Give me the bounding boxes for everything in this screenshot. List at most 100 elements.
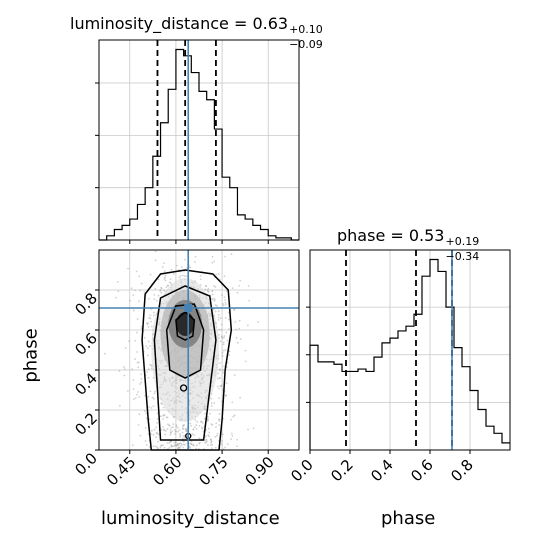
sample-point xyxy=(137,361,140,364)
sample-point xyxy=(182,425,184,428)
sample-point xyxy=(150,367,153,370)
sample-point xyxy=(247,285,250,287)
sample-point xyxy=(160,402,163,405)
sample-point xyxy=(140,377,143,380)
ytick-label-phase: 0.4 xyxy=(71,369,101,399)
sample-point xyxy=(218,362,221,365)
sample-point xyxy=(147,347,149,350)
sample-point xyxy=(143,336,146,339)
sample-point xyxy=(167,284,169,287)
sample-point xyxy=(190,440,193,443)
sample-point xyxy=(219,385,222,387)
sample-point xyxy=(137,366,140,369)
sample-point xyxy=(145,417,148,420)
sample-point xyxy=(131,444,134,447)
sample-point xyxy=(134,289,136,292)
sample-point xyxy=(129,299,131,302)
sample-point xyxy=(179,434,182,437)
sample-point xyxy=(169,433,172,436)
sample-point xyxy=(231,401,234,404)
sample-point xyxy=(157,447,160,450)
sample-point xyxy=(206,417,209,420)
sample-point xyxy=(233,374,236,377)
sample-point xyxy=(159,446,162,449)
sample-point xyxy=(209,412,211,415)
sample-point xyxy=(159,289,162,291)
sample-point xyxy=(222,304,225,307)
sample-point xyxy=(163,270,166,273)
sample-point xyxy=(214,435,217,438)
sample-point xyxy=(174,443,177,446)
sample-point xyxy=(146,371,149,373)
sample-point xyxy=(221,337,224,340)
sample-point xyxy=(175,430,177,432)
sample-point xyxy=(218,376,221,379)
sample-point xyxy=(166,423,169,426)
sample-point xyxy=(175,264,178,267)
sample-point xyxy=(204,441,206,444)
sample-point xyxy=(164,274,167,277)
sample-point xyxy=(220,323,223,326)
sample-point xyxy=(244,360,247,363)
sample-point xyxy=(169,278,172,281)
sample-point xyxy=(149,314,152,317)
sample-point xyxy=(172,426,174,428)
sample-point xyxy=(222,303,224,305)
sample-point xyxy=(207,444,209,446)
sample-point xyxy=(160,444,163,447)
sample-point xyxy=(133,398,135,401)
sample-point xyxy=(224,303,227,306)
sample-point xyxy=(152,397,155,400)
sample-point xyxy=(233,308,235,311)
sample-point xyxy=(173,441,176,444)
sample-point xyxy=(153,392,156,395)
sample-point xyxy=(195,424,198,427)
sample-point xyxy=(182,427,185,430)
sample-point xyxy=(183,275,186,277)
sample-point xyxy=(166,284,169,287)
sample-point xyxy=(218,418,221,421)
sample-point xyxy=(145,412,148,415)
contour-outer xyxy=(141,269,233,451)
sample-point xyxy=(135,270,138,273)
sample-point xyxy=(211,293,214,296)
sample-point xyxy=(193,434,195,437)
sample-point xyxy=(198,442,201,445)
sample-point xyxy=(184,428,187,431)
sample-point xyxy=(220,335,223,338)
sample-point xyxy=(184,436,186,439)
sample-point xyxy=(211,423,213,426)
sample-point xyxy=(163,276,166,279)
sample-point xyxy=(219,317,222,320)
sample-point xyxy=(218,424,220,426)
xlabel-phase: phase xyxy=(381,508,436,529)
sample-point xyxy=(148,405,150,408)
sample-point xyxy=(139,383,142,385)
sample-point xyxy=(216,305,218,307)
sample-point xyxy=(211,261,214,264)
sample-point xyxy=(207,416,209,418)
hist-luminosity-distance xyxy=(99,48,299,241)
sample-point xyxy=(181,437,184,440)
sample-point xyxy=(200,421,203,423)
sample-point xyxy=(230,432,233,435)
sample-point xyxy=(127,390,129,392)
sample-point xyxy=(148,344,151,347)
sample-point xyxy=(180,266,183,268)
sample-point xyxy=(175,425,178,428)
sample-point xyxy=(209,444,212,447)
sample-point xyxy=(153,293,156,296)
sample-point xyxy=(204,441,207,444)
sample-point xyxy=(225,394,227,397)
sample-point xyxy=(140,373,143,376)
sample-point xyxy=(159,286,162,289)
sample-point xyxy=(224,255,227,258)
sample-point xyxy=(148,446,151,448)
sample-point xyxy=(236,438,238,441)
sample-point xyxy=(164,433,167,436)
sample-point xyxy=(212,297,215,300)
sample-point xyxy=(118,370,121,372)
sample-point xyxy=(203,417,206,420)
sample-point xyxy=(220,384,223,387)
sample-point xyxy=(178,443,181,445)
